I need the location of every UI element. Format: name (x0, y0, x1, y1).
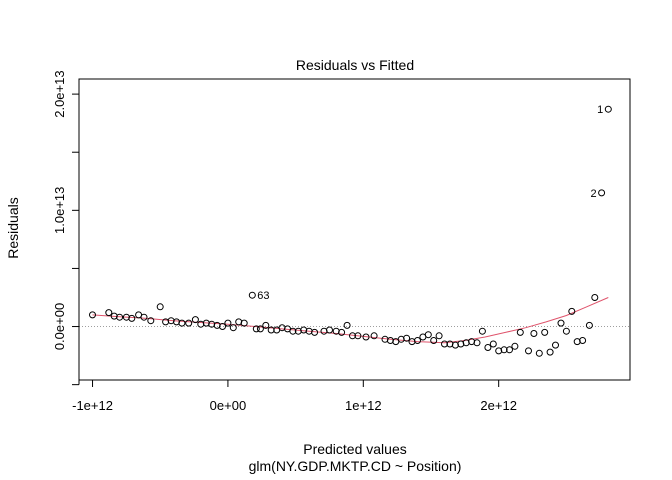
chart-title: Residuals vs Fitted (296, 57, 414, 73)
data-point (128, 314, 136, 322)
data-point (535, 349, 543, 357)
y-tick-label: 0.0e+00 (52, 303, 67, 350)
data-point (506, 346, 513, 354)
point-labels-layer: 1 2 63 (257, 104, 603, 302)
plot-frame (78, 78, 631, 381)
data-point (516, 328, 524, 336)
data-point (414, 337, 421, 344)
data-point (552, 341, 559, 349)
data-point (579, 337, 587, 344)
data-point (235, 318, 243, 326)
point-label: 63 (257, 290, 269, 302)
data-point (473, 339, 481, 347)
data-point (147, 317, 155, 325)
x-tick-label: 0e+00 (210, 398, 247, 413)
data-point (116, 313, 124, 321)
x-axis: -1e+12 0e+00 1e+12 2e+12 (72, 379, 517, 413)
data-point (256, 325, 264, 333)
data-point (224, 319, 232, 327)
data-point (525, 347, 532, 355)
data-point (562, 327, 570, 335)
loess-smoother-line (92, 297, 609, 344)
y-axis-title: Residuals (5, 197, 21, 258)
data-point (598, 189, 606, 197)
data-point (546, 348, 554, 356)
data-point (530, 330, 538, 337)
data-point (262, 321, 270, 329)
data-point (511, 342, 519, 350)
data-point (424, 331, 432, 339)
plot-area: 1 2 63 (79, 104, 630, 357)
data-point (343, 321, 351, 329)
data-point (240, 319, 248, 327)
data-point (500, 346, 508, 354)
data-point (484, 344, 492, 351)
data-point (441, 340, 448, 348)
data-point (541, 328, 549, 336)
data-point (89, 311, 96, 319)
y-tick-label: 1.0e+13 (52, 187, 67, 234)
data-point (320, 327, 328, 335)
data-point (248, 291, 256, 299)
data-point (403, 334, 411, 342)
data-point (156, 303, 164, 311)
data-point (185, 319, 193, 327)
data-point (349, 332, 356, 340)
data-point (568, 307, 576, 315)
data-point (362, 333, 370, 341)
data-point (338, 328, 346, 336)
x-axis-title: Predicted values (303, 441, 407, 457)
data-point (604, 105, 612, 113)
data-point (191, 316, 199, 324)
data-point (219, 323, 226, 330)
data-point (370, 332, 378, 340)
points-layer (89, 105, 612, 357)
data-point (585, 321, 593, 329)
y-tick-label: 2.0e+13 (52, 70, 67, 117)
data-point (140, 313, 148, 321)
data-point (354, 332, 362, 340)
data-point (289, 327, 297, 335)
x-axis-subtitle: glm(NY.GDP.MKTP.CD ~ Position) (249, 458, 462, 474)
y-axis: 0.0e+00 1.0e+13 2.0e+13 (52, 70, 80, 386)
data-point (105, 309, 113, 317)
data-point (178, 319, 186, 327)
x-tick-label: -1e+12 (72, 398, 113, 413)
point-label: 2 (590, 188, 596, 200)
x-tick-label: 2e+12 (480, 398, 517, 413)
data-point (557, 319, 565, 327)
data-point (430, 337, 438, 344)
data-point (252, 325, 260, 333)
point-label: 1 (597, 104, 603, 116)
data-point (326, 326, 333, 334)
data-point (478, 327, 486, 335)
data-point (229, 324, 237, 332)
x-tick-label: 1e+12 (345, 398, 382, 413)
data-point (489, 340, 497, 348)
data-point (311, 328, 319, 336)
data-point (591, 294, 599, 301)
data-point (435, 332, 443, 340)
